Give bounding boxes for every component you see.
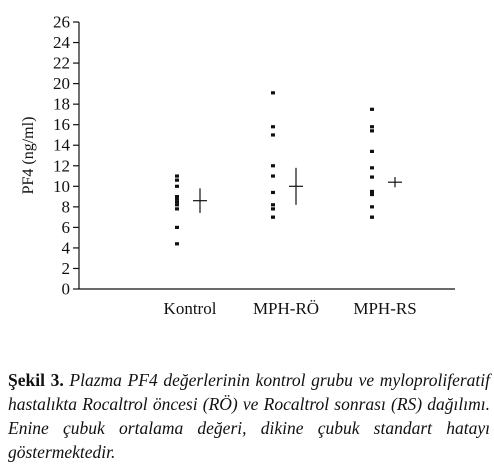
x-category-label: Kontrol	[164, 299, 217, 318]
data-point	[175, 242, 179, 246]
y-tick-label: 16	[53, 115, 70, 134]
data-point	[175, 197, 179, 201]
data-point	[370, 189, 374, 194]
y-tick-label: 8	[62, 197, 71, 216]
data-point	[370, 192, 374, 197]
y-axis-label: PF4 (ng/ml)	[20, 117, 37, 195]
data-point	[175, 203, 179, 207]
y-tick-label: 18	[53, 95, 70, 114]
y-tick-label: 12	[53, 156, 70, 175]
data-point	[175, 200, 179, 204]
y-tick-label: 0	[62, 280, 71, 299]
data-point	[370, 149, 374, 153]
y-tick-label: 24	[53, 33, 71, 52]
data-point	[271, 203, 275, 207]
data-point	[370, 166, 374, 170]
data-point	[271, 91, 275, 95]
y-tick-label: 14	[53, 136, 71, 155]
data-point	[370, 125, 374, 129]
y-tick-label: 22	[53, 54, 70, 73]
data-point	[271, 174, 275, 178]
y-tick-label: 20	[53, 74, 70, 93]
data-point	[175, 207, 179, 211]
y-tick-label: 6	[62, 218, 71, 237]
data-point	[370, 175, 374, 179]
data-points	[175, 91, 374, 246]
x-category-label: MPH-RÖ	[253, 299, 319, 318]
data-point	[271, 190, 275, 195]
y-tick-label: 10	[53, 177, 70, 196]
data-point	[271, 164, 275, 168]
y-tick-label: 2	[62, 259, 71, 278]
data-point	[370, 107, 374, 111]
data-point	[175, 184, 179, 188]
data-point	[271, 215, 275, 219]
data-point	[271, 207, 275, 211]
figure-caption: Şekil 3. Plazma PF4 değerlerinin kontrol…	[8, 368, 490, 464]
mean-error-bars	[193, 167, 402, 214]
data-point	[175, 174, 179, 178]
data-point	[175, 194, 179, 199]
y-tick-label: 26	[53, 13, 70, 32]
x-axis: Kontrol MPH-RÖ MPH-RS	[79, 288, 455, 318]
data-point	[175, 225, 179, 229]
data-point	[175, 178, 179, 182]
data-point	[271, 133, 275, 137]
data-point	[370, 205, 374, 209]
caption-text: Plazma PF4 değerlerinin kontrol grubu ve…	[8, 370, 490, 462]
y-tick-label: 4	[62, 238, 71, 257]
caption-label: Şekil 3.	[8, 370, 64, 390]
x-category-label: MPH-RS	[353, 299, 416, 318]
data-point	[370, 129, 374, 133]
data-point	[271, 125, 275, 129]
data-point	[370, 215, 374, 219]
